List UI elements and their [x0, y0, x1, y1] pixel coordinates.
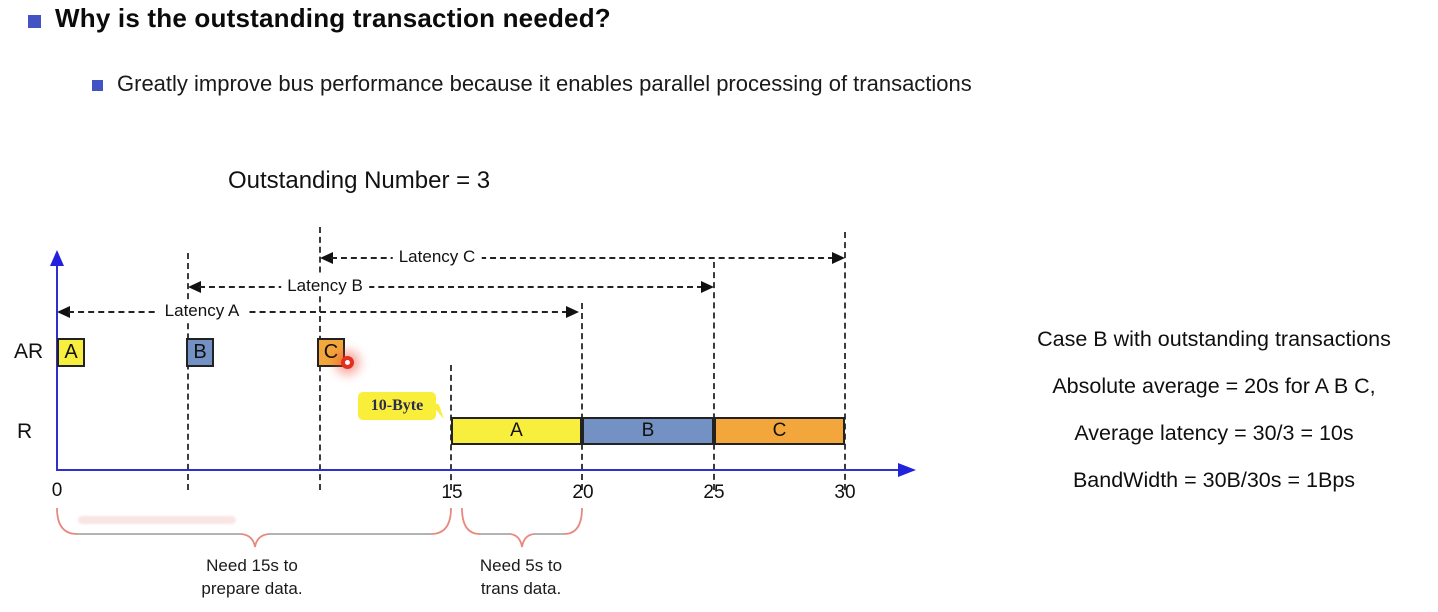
diagram-heading: Outstanding Number = 3 — [228, 167, 491, 194]
row-label-r: R — [17, 420, 33, 443]
ar-box-a: A — [57, 338, 85, 367]
arrowhead-right-icon — [566, 306, 579, 318]
brace-graphics — [56, 507, 583, 548]
brace-note-trans: Need 5s to trans data. — [480, 554, 562, 600]
tick-30: 30 — [834, 482, 856, 503]
note-bandwidth: BandWidth = 30B/30s = 1Bps — [1072, 468, 1356, 492]
dashed-line-t20 — [581, 303, 583, 490]
brace-note-trans-line2: trans data. — [480, 579, 562, 598]
dashed-line-t30 — [844, 232, 846, 490]
x-axis — [56, 469, 900, 471]
latency-a-label: Latency A — [158, 301, 246, 321]
latency-c-arrow: Latency C — [320, 247, 845, 267]
x-axis-arrow-icon — [898, 463, 916, 477]
tick-20: 20 — [572, 482, 594, 503]
tick-15: 15 — [441, 482, 463, 503]
title-bullet-icon — [28, 15, 41, 28]
ar-box-b: B — [186, 338, 214, 367]
ar-box-c: C — [317, 338, 345, 367]
dashed-line-t5 — [187, 253, 189, 490]
note-absolute-average: Absolute average = 20s for A B C, — [1052, 374, 1376, 398]
laser-pointer-dot — [341, 356, 354, 369]
note-case: Case B with outstanding transactions — [1037, 327, 1391, 351]
latency-b-line — [199, 286, 703, 288]
row-label-ar: AR — [14, 340, 44, 363]
y-axis-arrow-icon — [50, 250, 64, 266]
brace-note-prepare-line1: Need 15s to — [206, 556, 298, 575]
brace-note-prepare: Need 15s to prepare data. — [201, 554, 302, 600]
tick-25: 25 — [703, 482, 725, 503]
subtitle: Greatly improve bus performance because … — [117, 71, 972, 96]
latency-a-arrow: Latency A — [57, 301, 579, 321]
note-average-latency: Average latency = 30/3 = 10s — [1074, 421, 1354, 445]
brace-note-prepare-line2: prepare data. — [201, 579, 303, 598]
page-title: Why is the outstanding transaction neede… — [55, 3, 611, 33]
r-bar-c: C — [714, 417, 845, 445]
latency-b-label: Latency B — [281, 276, 369, 296]
laser-trail — [78, 516, 236, 524]
arrowhead-left-icon — [57, 306, 70, 318]
latency-a-line — [68, 311, 568, 313]
r-bar-a: A — [451, 417, 582, 445]
arrowhead-left-icon — [320, 252, 333, 264]
summary-notes: Case B with outstanding transactions Abs… — [990, 316, 1438, 504]
brace-note-trans-line1: Need 5s to — [479, 556, 563, 575]
latency-c-line — [331, 257, 834, 259]
arrowhead-right-icon — [701, 281, 714, 293]
dashed-line-t25 — [713, 262, 715, 490]
arrowhead-left-icon — [188, 281, 201, 293]
r-bar-b: B — [582, 417, 714, 445]
subtitle-bullet-icon — [92, 80, 103, 91]
latency-b-arrow: Latency B — [188, 276, 714, 296]
data-size-callout: 10-Byte — [358, 392, 436, 420]
tick-0: 0 — [51, 480, 63, 501]
arrowhead-right-icon — [832, 252, 845, 264]
latency-c-label: Latency C — [392, 247, 482, 267]
